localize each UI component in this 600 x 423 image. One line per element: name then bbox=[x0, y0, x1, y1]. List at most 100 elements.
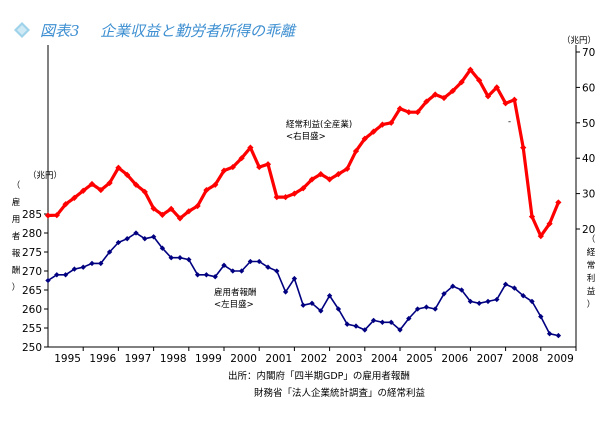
compensation-point bbox=[458, 287, 465, 293]
compensation-point bbox=[379, 319, 386, 325]
compensation-point bbox=[150, 234, 157, 240]
compensation-point bbox=[388, 319, 394, 325]
compensation-point bbox=[467, 298, 474, 305]
profit-point bbox=[520, 144, 527, 151]
compensation-point bbox=[265, 264, 271, 270]
compensation-series-label: 雇用者報酬 <左目盛> bbox=[214, 287, 257, 310]
right-axis-unit: （兆円） bbox=[562, 35, 596, 46]
compensation-point bbox=[71, 266, 78, 272]
profit-point bbox=[203, 186, 210, 194]
profit-point bbox=[88, 180, 96, 188]
compensation-point bbox=[133, 230, 139, 236]
compensation-point bbox=[511, 285, 518, 291]
axis-title-char: 雇 bbox=[12, 197, 21, 208]
x-tick-label: 1996 bbox=[89, 353, 116, 365]
profit-point bbox=[212, 181, 219, 188]
right-tick-label: 50 bbox=[582, 118, 595, 130]
compensation-point bbox=[159, 245, 166, 251]
x-tick-label: 1995 bbox=[54, 353, 81, 365]
source-note-2: 財務省「法人企業統計調査」の経常利益 bbox=[254, 387, 426, 399]
compensation-point bbox=[80, 264, 86, 270]
profit-series-name: 経常利益(全産業) bbox=[286, 119, 352, 130]
profit-series-axis-note: <右目盛> bbox=[286, 131, 326, 142]
right-axis-title: （ 経常利益 ） bbox=[587, 234, 596, 310]
profit-point bbox=[132, 181, 140, 188]
compensation-point bbox=[115, 239, 122, 246]
compensation-point bbox=[353, 323, 359, 329]
profit-point bbox=[423, 98, 430, 105]
series-layer bbox=[44, 66, 562, 339]
profit-point bbox=[282, 194, 289, 201]
compensation-point bbox=[362, 327, 368, 333]
x-tick-label: 2003 bbox=[336, 353, 363, 365]
compensation-point bbox=[282, 289, 289, 295]
plot-frame bbox=[47, 45, 577, 348]
left-tick-label: 265 bbox=[22, 285, 42, 297]
compensation-point bbox=[414, 306, 421, 312]
left-tick-label: 255 bbox=[22, 323, 42, 335]
left-tick-label: 280 bbox=[22, 228, 42, 240]
profit-series-label: 経常利益(全産業) <右目盛> bbox=[286, 119, 352, 142]
profit-point bbox=[432, 91, 439, 98]
profit-point bbox=[502, 100, 509, 107]
compensation-point bbox=[98, 260, 104, 267]
right-axis-ticks: 20 30 40 50 60 70 bbox=[576, 47, 595, 236]
axis-title-char: 用 bbox=[12, 215, 21, 225]
compensation-point bbox=[423, 304, 430, 310]
profit-point bbox=[62, 201, 69, 208]
compensation-point bbox=[555, 332, 562, 339]
axis-title-char: 者 bbox=[12, 232, 21, 242]
compensation-point bbox=[502, 281, 509, 287]
compensation-point bbox=[432, 306, 438, 312]
axis-title-char: 益 bbox=[587, 286, 596, 297]
compensation-point bbox=[335, 306, 342, 312]
compensation-point bbox=[326, 293, 333, 299]
profit-point bbox=[176, 215, 184, 222]
profit-point bbox=[229, 163, 236, 171]
x-tick-label: 2002 bbox=[301, 353, 328, 365]
profit-point bbox=[256, 163, 263, 171]
source-note-1: 出所：内閣府「四半期GDP」の雇用者報酬 bbox=[228, 370, 410, 382]
x-tick-label: 1999 bbox=[195, 353, 222, 365]
axis-title-char: （ bbox=[12, 180, 21, 191]
chart-title: 企業収益と勤労者所得の乖離 bbox=[100, 22, 297, 40]
compensation-point bbox=[291, 275, 298, 282]
compensation-point bbox=[177, 255, 183, 261]
x-tick-label: 2009 bbox=[547, 353, 574, 365]
axis-title-char: 報 bbox=[12, 249, 21, 259]
x-tick-label: 2008 bbox=[512, 353, 539, 365]
compensation-point bbox=[168, 255, 174, 261]
profit-point bbox=[80, 187, 87, 194]
compensation-point bbox=[441, 291, 447, 297]
left-axis-unit: （兆円） bbox=[28, 170, 62, 181]
left-tick-label: 250 bbox=[22, 342, 42, 354]
left-axis-title: （ 雇用者報酬 ） bbox=[12, 180, 21, 293]
x-tick-label: 1998 bbox=[160, 353, 187, 365]
compensation-point bbox=[370, 317, 377, 324]
right-tick-label: 20 bbox=[582, 224, 595, 236]
left-tick-label: 275 bbox=[22, 247, 42, 259]
profit-point bbox=[414, 109, 421, 116]
compensation-point bbox=[203, 272, 210, 278]
profit-point bbox=[168, 205, 175, 212]
axis-title-char: 利 bbox=[587, 273, 596, 284]
right-tick-label: 60 bbox=[582, 82, 595, 94]
compensation-point bbox=[450, 283, 456, 289]
x-tick-label: 2000 bbox=[230, 353, 257, 365]
left-tick-label: 285 bbox=[22, 209, 42, 221]
compensation-point bbox=[529, 298, 535, 305]
right-tick-label: 40 bbox=[582, 153, 595, 165]
right-tick-label: 70 bbox=[582, 47, 595, 59]
compensation-point bbox=[318, 308, 324, 314]
compensation-point bbox=[309, 300, 315, 306]
compensation-point bbox=[397, 327, 403, 333]
axis-title-char: ） bbox=[12, 282, 21, 293]
profit-point bbox=[247, 144, 254, 151]
left-axis-ticks: 250 255 260 265 270 275 280 285 bbox=[22, 209, 48, 354]
compensation-point bbox=[406, 315, 412, 322]
profit-point bbox=[185, 208, 192, 215]
axis-title-char: ） bbox=[587, 299, 596, 310]
right-tick-label: 30 bbox=[582, 189, 595, 201]
compensation-point bbox=[256, 258, 262, 265]
